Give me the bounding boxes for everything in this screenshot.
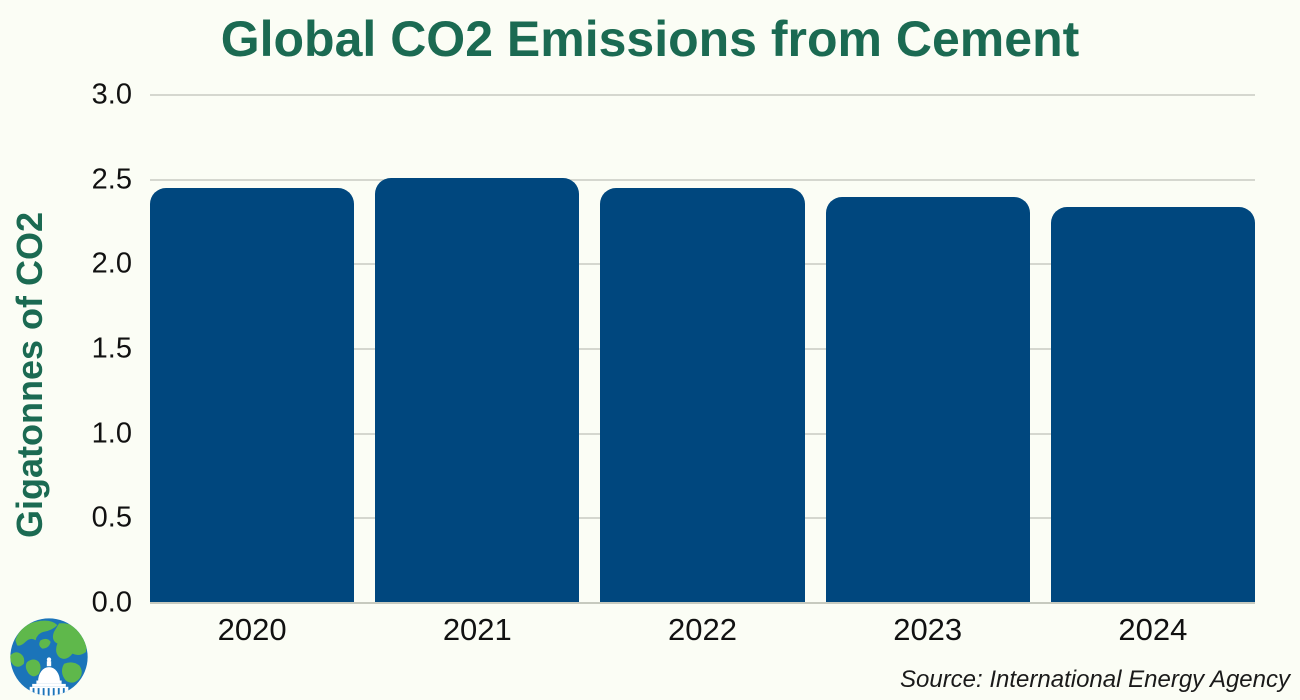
capitol-building — [29, 657, 69, 696]
bar-2024 — [1050, 206, 1255, 603]
globe-continents — [10, 620, 87, 683]
globe-capitol-logo — [10, 618, 88, 696]
x-tick-label-2020: 2020 — [217, 612, 287, 647]
y-tick-label-0.5: 0.5 — [91, 501, 132, 534]
gridline-2.5 — [150, 178, 1255, 181]
y-tick-label-0.0: 0.0 — [91, 586, 132, 619]
x-tick-label-2023: 2023 — [893, 612, 963, 647]
y-tick-label-1.5: 1.5 — [91, 332, 132, 365]
x-tick-label-2022: 2022 — [668, 612, 737, 647]
chart-title: Global CO2 Emissions from Cement — [220, 11, 1080, 67]
gridline-0.0 — [150, 602, 1255, 604]
y-tick-label-1.0: 1.0 — [91, 417, 132, 450]
bar-2020 — [150, 188, 355, 603]
y-tick-label-2.5: 2.5 — [91, 163, 132, 196]
gridline-3.0 — [150, 94, 1255, 96]
y-tick-label-3.0: 3.0 — [91, 78, 132, 111]
x-tick-label-2024: 2024 — [1118, 612, 1188, 647]
plot-area — [150, 94, 1255, 604]
bar-2021 — [375, 177, 580, 603]
bar-2022 — [600, 188, 805, 603]
y-tick-label-2.0: 2.0 — [91, 247, 132, 280]
source-note: Source: International Energy Agency — [899, 666, 1290, 693]
bar-2023 — [825, 196, 1030, 603]
x-tick-label-2021: 2021 — [442, 612, 512, 647]
